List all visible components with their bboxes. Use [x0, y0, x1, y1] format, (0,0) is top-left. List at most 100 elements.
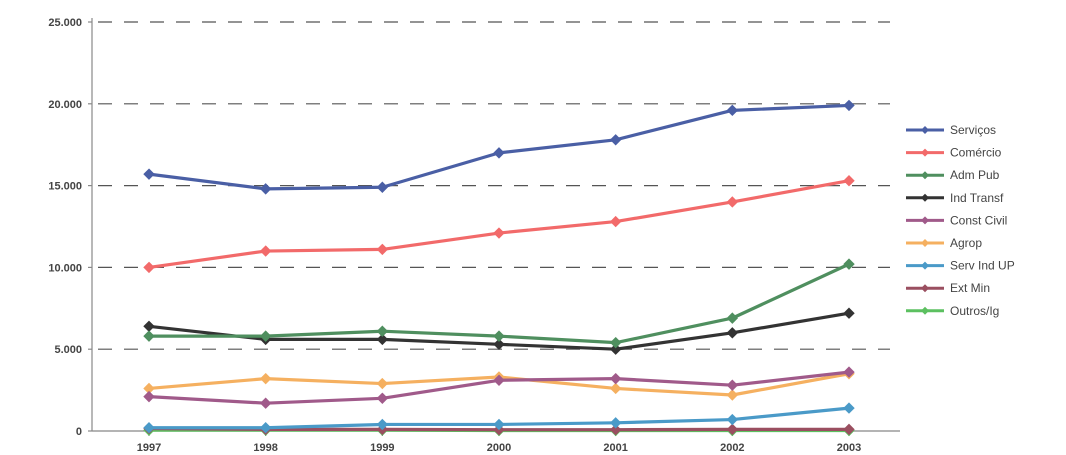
- data-point: [143, 330, 155, 342]
- legend-marker: [921, 306, 929, 315]
- data-point: [726, 104, 739, 117]
- series-serv-ind-up: [143, 402, 855, 434]
- data-point: [493, 418, 505, 431]
- data-point: [143, 261, 155, 274]
- legend-label: Adm Pub: [950, 168, 1000, 182]
- data-point: [609, 417, 622, 429]
- series-line: [148, 103, 850, 191]
- series-com-rcio: [143, 174, 855, 274]
- data-point: [843, 258, 855, 270]
- data-point: [843, 402, 855, 414]
- data-point: [609, 134, 622, 146]
- data-point: [843, 366, 855, 378]
- data-point: [843, 423, 855, 436]
- x-tick-label: 1997: [137, 442, 161, 454]
- data-point: [259, 245, 272, 257]
- data-point: [259, 422, 272, 434]
- legend-entry: Serviços: [906, 123, 996, 137]
- data-point: [259, 372, 272, 385]
- data-point: [376, 325, 389, 337]
- series-servi-os: [143, 99, 855, 195]
- legend-entry: Ext Min: [906, 281, 990, 295]
- legend-label: Const Civil: [950, 213, 1007, 227]
- legend-entry: Serv Ind UP: [906, 259, 1015, 273]
- legend-marker: [921, 148, 929, 157]
- data-point: [376, 392, 389, 404]
- legend-label: Serv Ind UP: [950, 259, 1015, 273]
- series-adm-pub: [143, 258, 855, 349]
- series-lines: [143, 99, 855, 437]
- y-tick-label: 5.000: [54, 344, 82, 356]
- legend-label: Comércio: [950, 146, 1002, 160]
- x-tick-label: 2001: [603, 442, 627, 454]
- legend-label: Serviços: [950, 123, 996, 137]
- y-tick-label: 10.000: [48, 262, 82, 274]
- data-point: [726, 389, 739, 401]
- legend-marker: [921, 284, 929, 293]
- x-tick-label: 1999: [370, 442, 394, 454]
- legend-marker: [921, 171, 929, 180]
- data-point: [259, 397, 272, 409]
- x-tick-label: 2000: [487, 442, 511, 454]
- legend-marker: [921, 126, 929, 134]
- legend-entry: Const Civil: [906, 213, 1007, 227]
- data-point: [726, 379, 739, 391]
- series-const-civil: [143, 366, 855, 409]
- data-point: [259, 330, 272, 342]
- legend: Serviços Comércio Adm Pub Ind Transf Const C…: [906, 123, 1015, 318]
- data-point: [726, 312, 739, 324]
- data-point: [726, 327, 739, 339]
- data-point: [376, 181, 389, 193]
- data-point: [609, 423, 622, 436]
- legend-label: Agrop: [950, 236, 982, 250]
- data-point: [143, 422, 155, 434]
- x-tick-label: 2003: [837, 442, 861, 454]
- legend-label: Ind Transf: [950, 191, 1004, 205]
- data-point: [143, 168, 155, 180]
- data-point: [609, 372, 622, 385]
- data-point: [493, 227, 505, 239]
- x-tick-label: 1998: [253, 442, 277, 454]
- y-tick-label: 25.000: [48, 17, 82, 29]
- data-point: [376, 418, 389, 431]
- legend-entry: Agrop: [906, 236, 982, 250]
- data-point: [843, 99, 855, 112]
- data-point: [493, 330, 505, 342]
- legend-entry: Comércio: [906, 146, 1002, 160]
- data-point: [726, 196, 739, 208]
- axes: 0 5.000 10.000 15.000 20.000 25.000 1997 1998 19…: [48, 17, 900, 454]
- legend-label: Ext Min: [950, 281, 990, 295]
- data-point: [726, 413, 739, 426]
- legend-marker: [921, 239, 929, 247]
- data-point: [493, 374, 505, 386]
- data-point: [609, 215, 622, 228]
- legend-marker: [921, 216, 929, 225]
- data-point: [143, 320, 155, 333]
- legend-entry: Ind Transf: [906, 191, 1004, 205]
- data-point: [609, 343, 622, 355]
- data-point: [493, 338, 505, 350]
- data-point: [143, 390, 155, 403]
- data-point: [843, 174, 855, 187]
- y-tick-label: 0: [76, 426, 82, 438]
- data-point: [493, 147, 505, 159]
- y-tick-label: 15.000: [48, 181, 82, 193]
- y-tick-label: 20.000: [48, 99, 82, 111]
- legend-marker: [921, 193, 929, 202]
- data-point: [609, 336, 622, 349]
- data-point: [726, 423, 739, 436]
- data-point: [376, 333, 389, 346]
- series-line: [148, 179, 850, 269]
- legend-label: Outros/Ig: [950, 304, 999, 318]
- data-point: [376, 243, 389, 256]
- x-tick-label: 2002: [720, 442, 744, 454]
- data-point: [376, 377, 389, 390]
- data-point: [259, 183, 272, 195]
- legend-entry: Adm Pub: [906, 168, 1000, 182]
- legend-entry: Outros/Ig: [906, 304, 999, 318]
- legend-marker: [921, 261, 929, 270]
- data-point: [843, 307, 855, 319]
- data-point: [609, 382, 622, 395]
